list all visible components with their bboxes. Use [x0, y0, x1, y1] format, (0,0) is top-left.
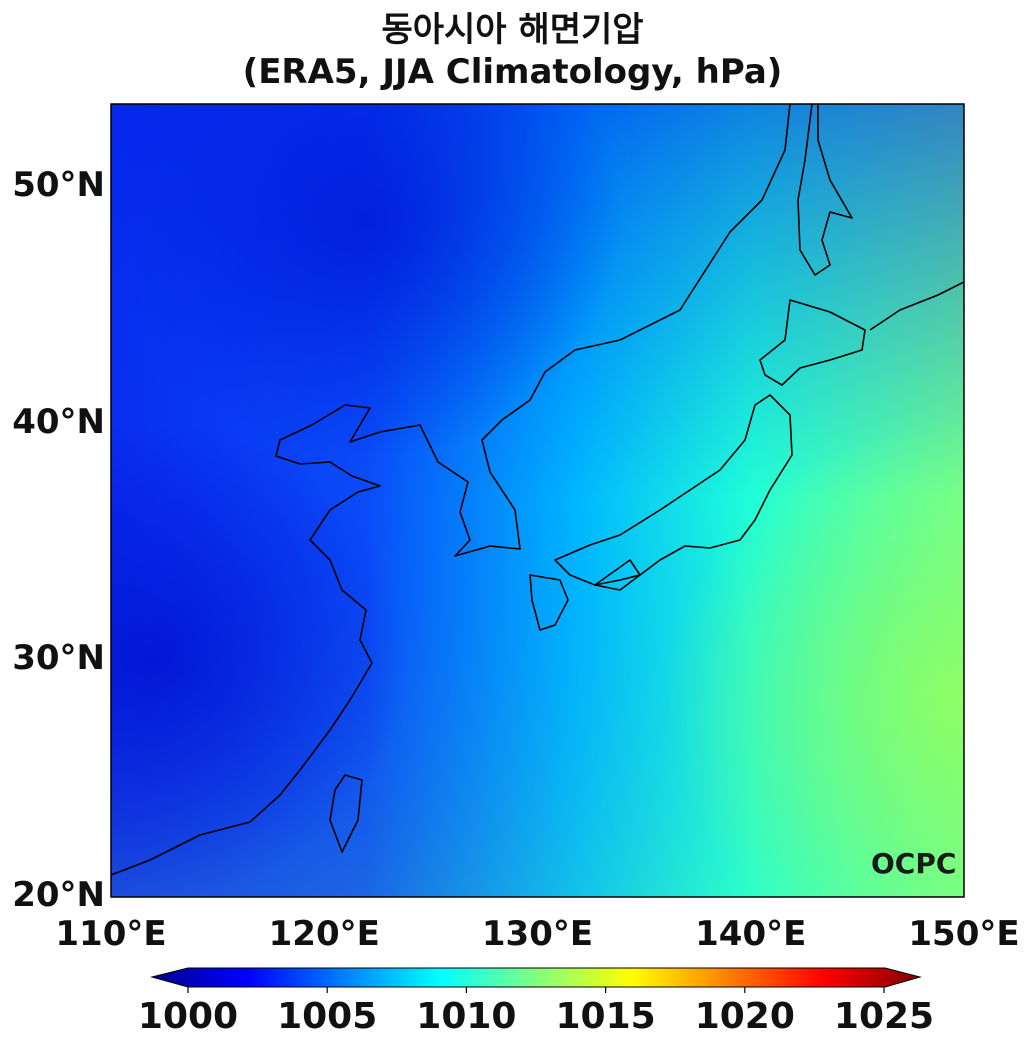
coastline-shikoku: [594, 559, 641, 591]
coastline-kurils: [869, 281, 964, 331]
coastline-china-korea: [111, 104, 791, 876]
lon-tick-label: 120°E: [268, 914, 380, 954]
lon-tick-label: 130°E: [481, 914, 594, 954]
colorbar: [150, 967, 922, 993]
coastline-sakhalin: [797, 104, 853, 276]
colorbar-tick-label: 1020: [694, 996, 795, 1037]
colorbar-tick-label: 1010: [416, 996, 517, 1037]
chart-subtitle: (ERA5, JJA Climatology, hPa): [242, 52, 783, 92]
coastline-honshu: [554, 394, 793, 586]
colorbar-tick-label: 1000: [137, 996, 239, 1037]
lat-tick-label: 40°N: [12, 401, 105, 442]
colorbar-tick-label: 1005: [277, 996, 378, 1037]
coastline-taiwan: [329, 774, 363, 853]
lon-tick-label: 140°E: [695, 914, 807, 954]
colorbar-tick-label: 1015: [555, 996, 656, 1037]
map-frame: [110, 103, 965, 898]
coastline-kyushu: [529, 574, 569, 631]
lat-tick-label: 30°N: [12, 638, 105, 679]
lat-tick-label: 50°N: [12, 164, 105, 205]
svg-text:OCPC: OCPC: [871, 847, 956, 880]
ocpc-logo: OCPC: [871, 847, 956, 880]
lon-tick-label: 110°E: [55, 914, 167, 954]
pressure-field: OCPC: [111, 104, 964, 897]
lat-tick-label: 20°N: [12, 875, 105, 915]
coastline-hokkaido: [759, 299, 866, 386]
chart-title: 동아시아 해면기압: [381, 10, 644, 50]
coastlines: [111, 104, 964, 876]
colorbar-tick-label: 1025: [833, 996, 935, 1037]
lon-tick-label: 150°E: [908, 914, 1020, 954]
